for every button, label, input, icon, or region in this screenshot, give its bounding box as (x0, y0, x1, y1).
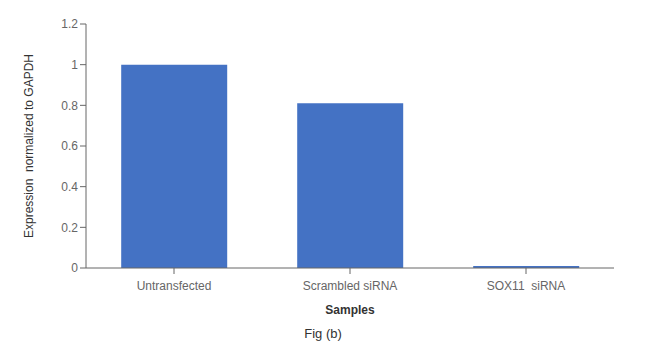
svg-text:SOX11 siRNA: SOX11 siRNA (487, 279, 565, 293)
svg-text:0.2: 0.2 (61, 221, 78, 235)
html-text:Fig (b): Fig (b) (304, 326, 342, 341)
svg-text:Scrambled siRNA: Scrambled siRNA (303, 279, 398, 293)
svg-text:1: 1 (71, 58, 78, 72)
svg-text:0.8: 0.8 (61, 99, 78, 113)
svg-text:1.2: 1.2 (61, 17, 78, 31)
svg-text:0.6: 0.6 (61, 139, 78, 153)
svg-text:Samples: Samples (325, 303, 375, 317)
svg-text:Expression normalized to GAPD: Expression normalized to GAPDH (22, 54, 36, 238)
svg-text:Untransfected: Untransfected (137, 279, 212, 293)
svg-text:0: 0 (71, 261, 78, 275)
svg-text:0.4: 0.4 (61, 180, 78, 194)
